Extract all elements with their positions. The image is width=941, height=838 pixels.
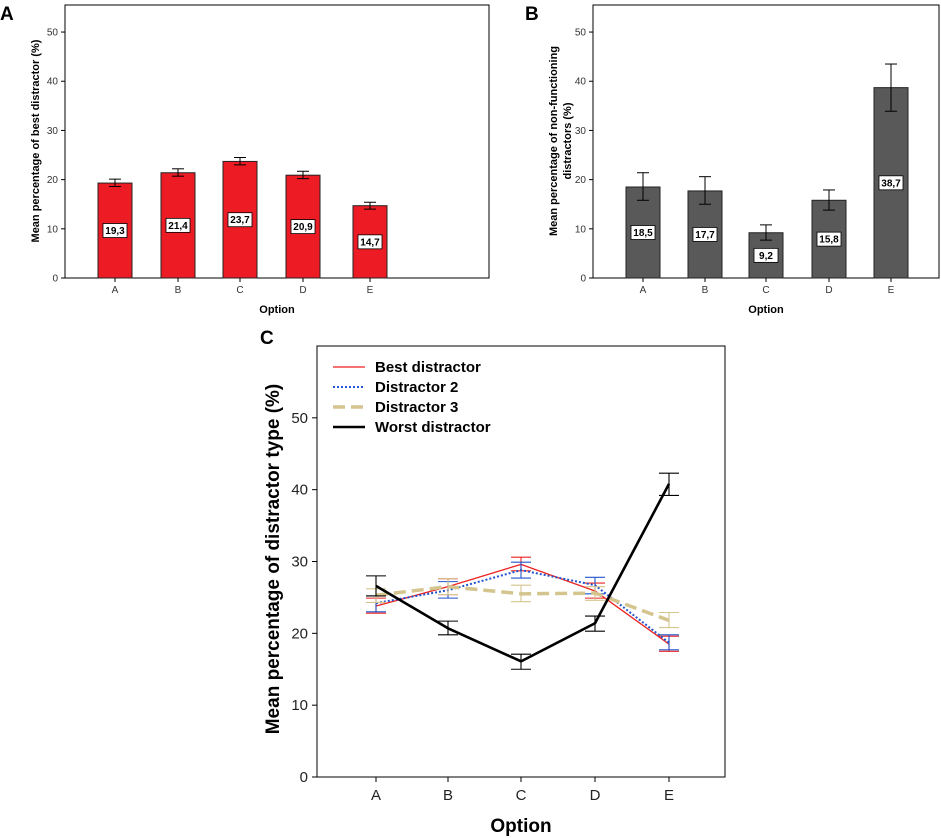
c-ytick-label: 10 (291, 697, 308, 714)
a-value-label-box (290, 219, 316, 234)
a-ytick-label: 30 (47, 126, 59, 137)
panel-b-y-axis: 0 10 20 30 40 50 (575, 28, 593, 285)
a-ytick-label: 0 (52, 274, 58, 285)
legend-best-distractor-label: Best distractor (375, 359, 481, 376)
panel-c: C 0 10 20 30 40 50 A B C D E Best distractor Distr… (260, 328, 726, 837)
c-xtick-label: C (516, 787, 527, 804)
b-ytick-label: 50 (575, 28, 587, 39)
b-xtick-label: C (762, 285, 769, 296)
b-value-label: 15,8 (819, 235, 839, 246)
panel-a-y-title: Mean percentage of best distractor (%) (30, 39, 42, 242)
b-value-label: 38,7 (881, 178, 901, 189)
b-xtick-label: B (702, 285, 709, 296)
a-value-label: 23,7 (230, 215, 250, 226)
c-ytick-label: 30 (291, 554, 308, 571)
c-ytick-label: 20 (291, 625, 308, 642)
panel-c-x-axis: A B C D E (371, 777, 674, 804)
panel-a-x-title: Option (259, 304, 295, 316)
a-value-label: 21,4 (168, 221, 188, 232)
b-xtick-label: E (888, 285, 895, 296)
a-value-label: 19,3 (105, 226, 125, 237)
panel-c-series (366, 472, 679, 670)
b-ytick-label: 40 (575, 77, 587, 88)
panel-c-y-axis: 0 10 20 30 40 50 (291, 410, 317, 786)
a-ytick-label: 10 (47, 224, 59, 235)
b-xtick-label: A (640, 285, 647, 296)
a-xtick-label: A (112, 285, 119, 296)
panel-c-legend: Best distractor Distractor 2 Distractor 3 W… (333, 359, 491, 436)
b-value-label-box (878, 175, 904, 191)
b-value-label: 17,7 (695, 230, 715, 241)
c-xtick-label: D (590, 787, 601, 804)
panel-b-letter: B (525, 4, 539, 25)
panel-a-bars: 19,3 21,4 23,7 20,9 14,7 (97, 156, 388, 279)
a-value-label: 20,9 (293, 222, 313, 233)
c-xtick-label: B (443, 787, 453, 804)
b-value-label-box (816, 231, 842, 247)
a-value-label-box (227, 212, 253, 228)
a-value-label-box (102, 223, 128, 238)
panel-c-letter: C (260, 328, 274, 349)
a-xtick-label: B (175, 285, 182, 296)
c-ytick-label: 50 (291, 410, 308, 427)
b-ytick-label: 10 (575, 224, 587, 235)
legend-worst-distractor-label: Worst distractor (375, 419, 491, 436)
panel-b-x-axis: A B C D E (640, 278, 895, 296)
panel-a-letter: A (0, 4, 14, 25)
a-ytick-label: 50 (47, 28, 59, 39)
c-ytick-label: 0 (300, 769, 308, 786)
panel-c-x-title: Option (490, 816, 551, 837)
panel-a-frame (64, 4, 490, 279)
c-xtick-label: A (371, 787, 381, 804)
b-value-label: 18,5 (633, 228, 653, 239)
a-ytick-label: 40 (47, 77, 59, 88)
panel-c-y-title: Mean percentage of distractor type (%) (263, 384, 284, 735)
panel-a-y-axis: 0 10 20 30 40 50 (47, 28, 65, 285)
b-value-label-box (692, 227, 718, 242)
a-xtick-label: D (299, 285, 306, 296)
panel-a-x-axis: A B C D E (112, 278, 374, 296)
b-value-label-box (753, 247, 779, 263)
panel-a: A 0 10 20 30 40 50 19,3 21,4 23,7 20,9 14,7 A B C D E… (0, 4, 490, 316)
b-ytick-label: 20 (575, 175, 587, 186)
b-ytick-label: 30 (575, 126, 587, 137)
c-ytick-label: 40 (291, 482, 308, 499)
legend-distractor-2-label: Distractor 2 (375, 379, 458, 396)
panel-b-y-title-line2: distractors (%) (562, 102, 574, 179)
c-xtick-label: E (664, 787, 674, 804)
a-value-label-box (357, 234, 383, 250)
a-value-label-box (165, 217, 191, 233)
a-value-label: 14,7 (360, 237, 380, 248)
a-ytick-label: 20 (47, 175, 59, 186)
panel-b-y-title-line1: Mean percentage of non-functioning (548, 46, 560, 236)
panel-b-bars: 18,5 17,7 9,2 15,8 38,7 (625, 63, 909, 279)
legend-distractor-3-label: Distractor 3 (375, 399, 458, 416)
b-value-label-box (630, 225, 656, 240)
a-xtick-label: E (367, 285, 374, 296)
a-xtick-label: C (236, 285, 243, 296)
b-ytick-label: 0 (580, 274, 586, 285)
b-value-label: 9,2 (759, 251, 773, 262)
b-xtick-label: D (825, 285, 832, 296)
panel-b-x-title: Option (748, 304, 784, 316)
